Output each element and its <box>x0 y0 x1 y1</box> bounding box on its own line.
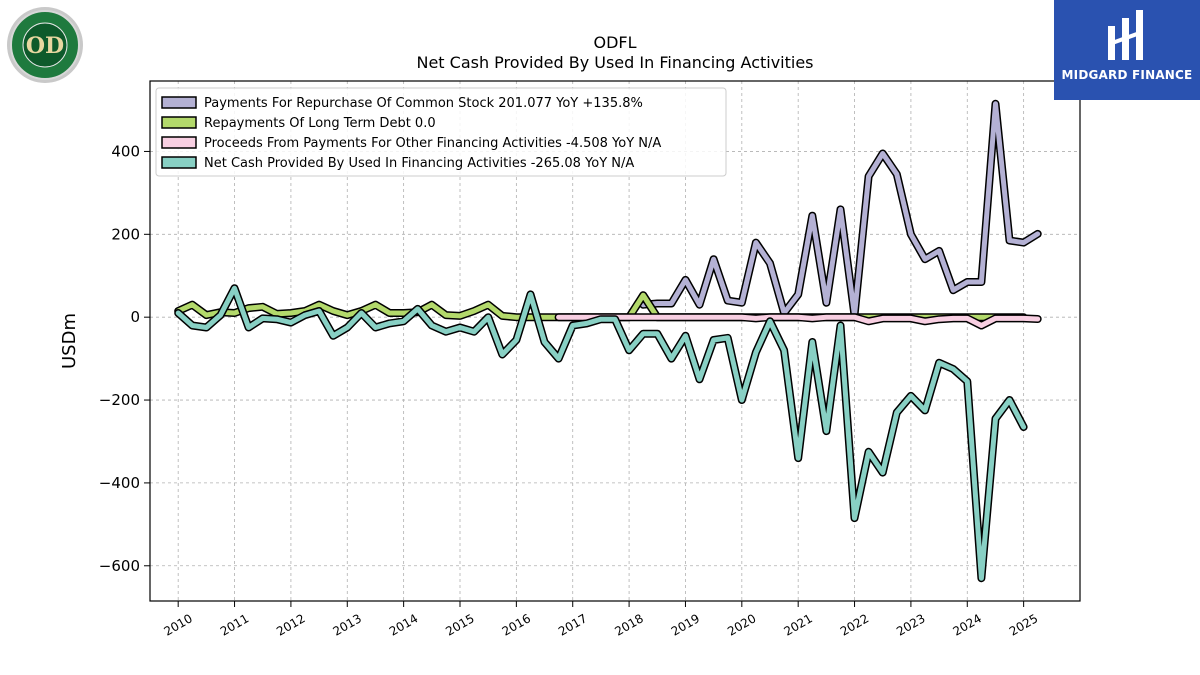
x-tick-label: 2023 <box>894 611 927 638</box>
y-tick-label: −600 <box>99 557 140 575</box>
x-tick-label: 2024 <box>951 611 984 638</box>
y-tick-label: 0 <box>130 308 140 326</box>
chart-subtitle: Net Cash Provided By Used In Financing A… <box>416 53 813 72</box>
legend-entry: Repayments Of Long Term Debt 0.0 <box>204 116 436 131</box>
x-tick-label: 2021 <box>781 611 814 638</box>
plot-frame <box>149 80 1081 602</box>
x-tick-label: 2025 <box>1007 611 1040 638</box>
brand-name: MIDGARD FINANCE <box>1061 68 1193 82</box>
legend-swatch <box>161 156 197 169</box>
legend-entry: Payments For Repurchase Of Common Stock … <box>204 96 643 111</box>
series-line-3 <box>175 285 1027 581</box>
company-logo-seal: OD <box>6 6 84 84</box>
brand-badge: MIDGARD FINANCE <box>1054 0 1200 100</box>
legend-entry: Net Cash Provided By Used In Financing A… <box>204 156 634 171</box>
x-tick-label: 2019 <box>669 611 702 638</box>
y-tick-label: −200 <box>99 391 140 409</box>
x-tick-label: 2010 <box>161 611 194 638</box>
legend-box <box>155 87 727 177</box>
legend-swatch <box>161 96 197 109</box>
x-tick-label: 2015 <box>443 611 476 638</box>
x-tick-label: 2014 <box>387 611 420 638</box>
series-lines <box>174 99 1042 583</box>
x-tick-label: 2012 <box>274 611 307 638</box>
legend-swatch <box>161 136 197 149</box>
midgard-logo-icon <box>1108 10 1143 60</box>
x-tick-label: 2017 <box>556 611 589 638</box>
x-tick-label: 2016 <box>500 611 533 638</box>
svg-text:OD: OD <box>26 33 64 59</box>
y-tick-label: 200 <box>111 225 140 243</box>
chart-title: ODFL <box>593 33 636 52</box>
x-tick-label: 2013 <box>331 611 364 638</box>
y-tick-label: −400 <box>99 474 140 492</box>
legend: Payments For Repurchase Of Common Stock … <box>155 87 727 177</box>
x-tick-label: 2022 <box>838 611 871 638</box>
series-line-2 <box>556 314 1041 328</box>
series-outline-3 <box>174 284 1028 583</box>
legend-entry: Proceeds From Payments For Other Financi… <box>204 136 661 151</box>
axis-ticks: 400 200 0 −200 −400 −600 2010 2011 2012 2013 2014 2… <box>99 142 1041 638</box>
y-axis-label: USDm <box>59 313 80 369</box>
x-tick-label: 2018 <box>612 611 645 638</box>
series-line-0 <box>640 101 1041 318</box>
y-tick-label: 400 <box>111 142 140 160</box>
legend-swatch <box>161 116 197 129</box>
x-tick-label: 2020 <box>725 611 758 638</box>
x-tick-label: 2011 <box>218 611 251 638</box>
